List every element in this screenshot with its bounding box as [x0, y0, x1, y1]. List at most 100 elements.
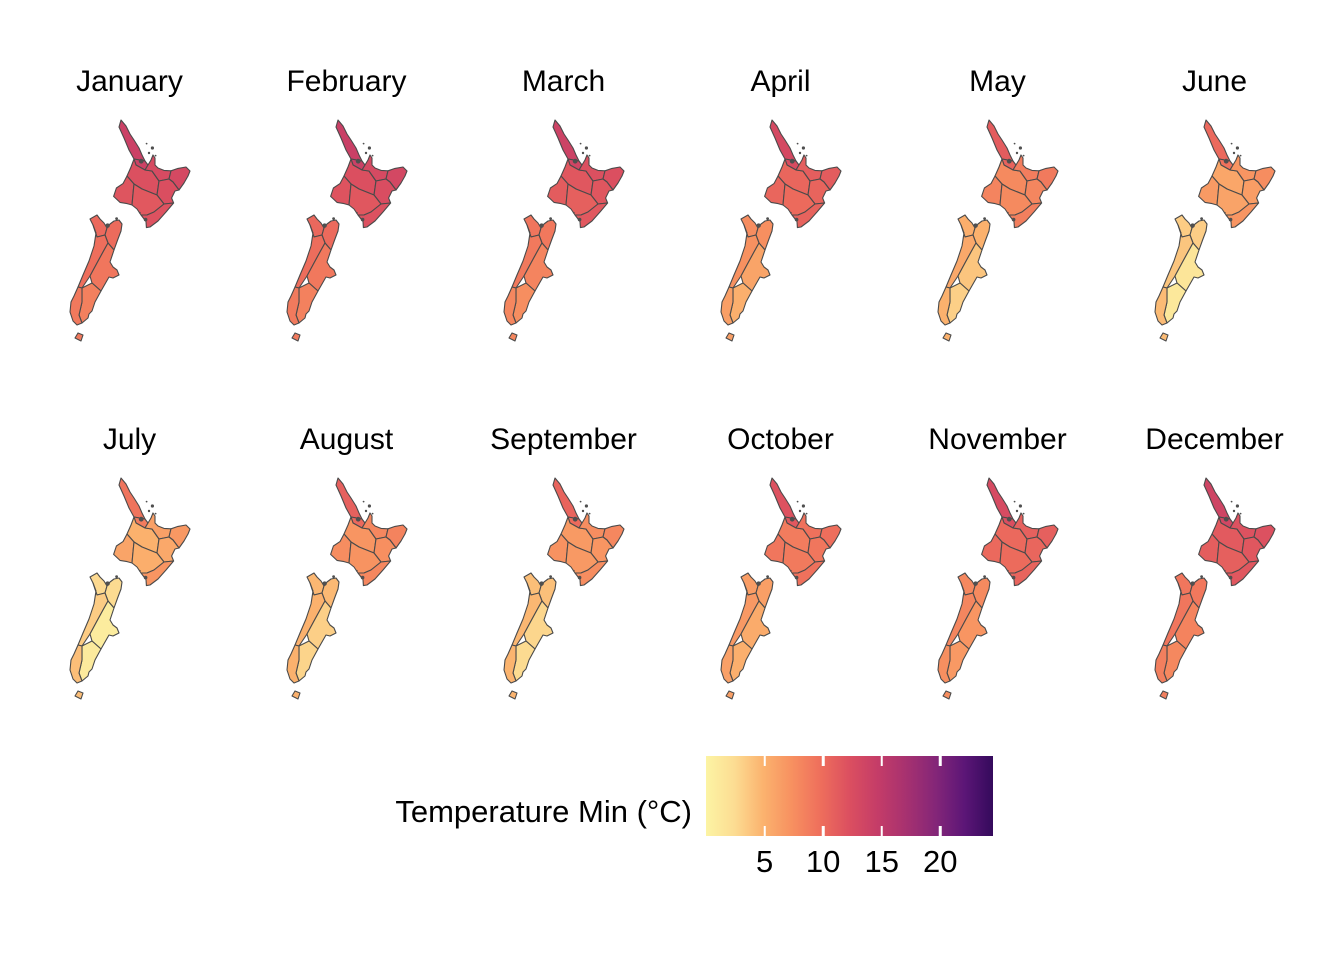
region-taranaki [329, 533, 352, 564]
speck-nelson-city [104, 581, 110, 586]
facet-title-january: January [76, 65, 183, 98]
region-southland [285, 644, 300, 684]
facet-november: November [889, 420, 1106, 718]
region-stewart-island [73, 690, 84, 700]
region-west-coast [944, 224, 977, 289]
speck-kapiti-island [1006, 569, 1009, 572]
speck-island-2 [1230, 500, 1232, 503]
region-tasman-nelson [522, 572, 542, 596]
speck-island-2 [579, 500, 581, 503]
region-taranaki [980, 533, 1003, 564]
region-taranaki [546, 533, 569, 564]
speck-auckland-city [789, 516, 795, 522]
region-hawkes-bay [589, 536, 614, 563]
region-hawkes-bay [1023, 178, 1048, 205]
speck-auckland-city [789, 158, 795, 164]
speck-kapiti-island [572, 211, 575, 214]
facet-february: February [238, 62, 455, 360]
map-june [1153, 119, 1276, 342]
speck-great-barrier-island [1018, 146, 1022, 150]
region-northland [551, 477, 580, 520]
speck-island-3 [588, 154, 590, 157]
speck-auckland-city [1223, 158, 1229, 164]
map-march [502, 119, 625, 342]
region-southland [502, 644, 517, 684]
speck-island-2 [579, 142, 581, 145]
region-hawkes-bay [372, 178, 397, 205]
speck-island-3 [588, 512, 590, 515]
facet-title-march: March [521, 65, 606, 98]
speck-island-3 [1239, 512, 1241, 515]
speck-great-barrier-island [1018, 504, 1022, 508]
region-wellington [139, 560, 174, 587]
speck-durville-island [1199, 217, 1203, 220]
speck-nelson-city [1189, 581, 1195, 586]
region-northland [117, 477, 146, 520]
region-northland [768, 119, 797, 162]
region-hawkes-bay [372, 536, 397, 563]
region-canterbury [522, 242, 554, 292]
region-tasman-nelson [956, 214, 976, 238]
legend-tick-label-20: 20 [923, 844, 958, 879]
legend-tick-labels: 5 10 15 20 [706, 844, 993, 884]
map-february [285, 119, 408, 342]
region-wellington [573, 560, 608, 587]
speck-auckland-city [1223, 516, 1229, 522]
facet-september: September [455, 420, 672, 718]
speck-wellington-city [1228, 575, 1232, 580]
facet-april: April [672, 62, 889, 360]
speck-island-2 [1013, 142, 1015, 145]
region-tasman-nelson [1173, 214, 1193, 238]
region-west-coast [76, 582, 109, 647]
map-august [285, 477, 408, 700]
speck-wellington-city [1228, 217, 1232, 222]
speck-durville-island [548, 575, 552, 578]
speck-great-barrier-island [584, 146, 588, 150]
region-southland [936, 644, 951, 684]
speck-durville-island [114, 575, 118, 578]
legend-tick-mark-5 [763, 756, 766, 766]
speck-great-barrier-island [367, 146, 371, 150]
region-hawkes-bay [1240, 536, 1265, 563]
region-west-coast [293, 582, 326, 647]
speck-auckland-city [1006, 158, 1012, 164]
region-canterbury [522, 600, 554, 650]
speck-kapiti-island [1223, 569, 1226, 572]
region-northland [1202, 477, 1231, 520]
speck-island-1 [1232, 509, 1235, 513]
region-canterbury [88, 600, 120, 650]
region-west-coast [510, 224, 543, 289]
region-canterbury [956, 600, 988, 650]
facet-march: March [455, 62, 672, 360]
facet-july: July [21, 420, 238, 718]
speck-wellington-city [1011, 217, 1015, 222]
region-northland [117, 119, 146, 162]
region-canterbury [305, 242, 337, 292]
region-west-coast [727, 582, 760, 647]
speck-durville-island [765, 217, 769, 220]
speck-island-2 [362, 142, 364, 145]
map-may [936, 119, 1059, 342]
speck-nelson-city [972, 581, 978, 586]
speck-kapiti-island [355, 569, 358, 572]
region-southland [68, 286, 83, 326]
speck-island-1 [147, 151, 150, 155]
region-southland [285, 286, 300, 326]
facet-title-august: August [299, 423, 394, 456]
facet-title-may: May [969, 65, 1026, 98]
speck-nelson-city [538, 223, 544, 228]
facet-title-october: October [727, 423, 834, 456]
legend: Temperature Min (°C) 5 10 15 20 [0, 752, 1344, 892]
speck-auckland-city [138, 158, 144, 164]
region-stewart-island [1158, 690, 1169, 700]
speck-island-2 [1013, 500, 1015, 503]
region-stewart-island [1158, 332, 1169, 342]
region-tasman-nelson [1173, 572, 1193, 596]
region-wellington [790, 560, 825, 587]
region-wellington [1224, 560, 1259, 587]
speck-wellington-city [143, 217, 147, 222]
region-southland [719, 644, 734, 684]
facet-october: October [672, 420, 889, 718]
region-southland [1153, 644, 1168, 684]
region-northland [334, 119, 363, 162]
